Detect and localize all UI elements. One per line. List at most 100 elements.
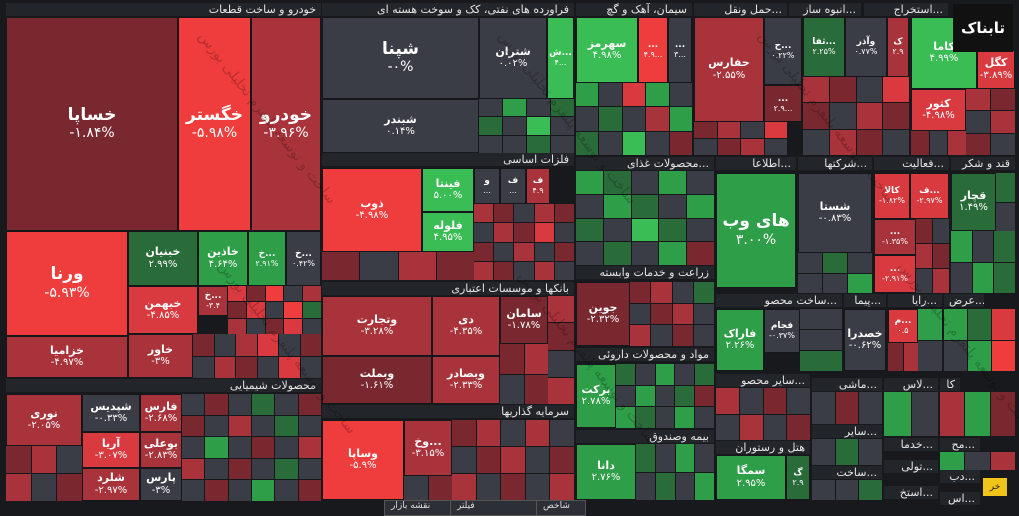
stock-vaazar[interactable]: وآذر ۰.۷۷%: [845, 17, 887, 77]
pharma-small-grid: [616, 364, 714, 428]
stock-barkat[interactable]: برکت ۲.۷۸%: [576, 364, 616, 428]
stock-jovain[interactable]: جوین -۲.۳۲%: [576, 282, 630, 346]
stock-activ-2[interactable]: ... -۱.۳۵%: [874, 219, 916, 255]
stock-shasta[interactable]: شستا -۰.۸۳%: [798, 173, 872, 253]
sugar-small-grid: [996, 173, 1015, 231]
sector-header-mashi: ماشی...: [812, 378, 882, 391]
stock-aria[interactable]: آریا -۳.۰۷%: [82, 432, 140, 468]
stock-vorna[interactable]: ورنا -۵.۹۳%: [6, 231, 128, 336]
stock-k[interactable]: ک ۲.۹: [887, 17, 909, 77]
mo-small-grid: [940, 452, 1015, 470]
activ-small-grid: [916, 219, 949, 293]
stock-semga[interactable]: سمگا ۲.۹۵%: [716, 455, 786, 500]
sector-header-cement: سیمان، آهک و گچ: [576, 3, 692, 16]
stock-folulah[interactable]: فلوله ۴.۹۵%: [422, 212, 474, 252]
stock-di[interactable]: دی -۴.۳۵%: [432, 296, 500, 356]
stock-khavar[interactable]: خاور -۳%: [128, 334, 193, 378]
stock-sh[interactable]: ش... ۴...: [547, 17, 574, 99]
sector-header-transport: حمل ونقل...: [694, 3, 787, 16]
tab-index[interactable]: شاخص: [536, 500, 586, 516]
chem-small-grid: [6, 446, 82, 501]
sakht-small-grid: [812, 480, 882, 500]
stock-bouali[interactable]: بوعلی -۲.۸۳%: [140, 432, 182, 468]
stock-khmehn[interactable]: خبهمن -۴.۸۵%: [128, 286, 198, 334]
stock-khsapa[interactable]: خساپا -۱.۸۴%: [6, 17, 178, 231]
stock-nouri[interactable]: نوری -۲.۰۵%: [6, 394, 82, 446]
sector-header-extract: استخراج...: [864, 3, 948, 16]
yellow-info-icon[interactable]: خر: [983, 478, 1007, 496]
stock-metal-f1[interactable]: ف...: [500, 168, 526, 204]
stock-m-rayan[interactable]: م... ۰.۵: [888, 309, 918, 343]
sector-header-pipe: پیما...: [844, 294, 886, 307]
stock-katur[interactable]: کتور -۴.۹۸%: [911, 89, 966, 131]
holding-small-grid: [798, 253, 872, 293]
stock-khzamia[interactable]: خزامیا -۴.۹۷%: [6, 336, 128, 378]
stock-faraak[interactable]: فاراک ۲.۲۶%: [716, 309, 764, 371]
stock-hafars[interactable]: حفارس -۲.۵۵%: [694, 17, 764, 122]
sector-header-arz: عرض...: [944, 294, 984, 307]
agri-small-grid: [630, 282, 714, 346]
stock-metal-v[interactable]: و...: [474, 168, 500, 204]
stock-pars[interactable]: پارس -۳%: [140, 468, 182, 501]
sector-header-sayer: سایر...: [812, 425, 882, 438]
stock-vasapa[interactable]: وساپا -۵.۹%: [322, 420, 404, 500]
tab-filter[interactable]: فیلتر: [450, 500, 540, 516]
stock-kh-3[interactable]: خ... -۳.۴: [198, 286, 228, 316]
stock-sahrmz[interactable]: سهرمز ۴.۹۸%: [576, 17, 638, 83]
stock-fajam[interactable]: فجام -۰.۳۷%: [764, 309, 800, 353]
stock-zob[interactable]: ذوب -۴.۹۸%: [322, 168, 422, 252]
stock-khodro[interactable]: خودرو -۳.۹۶%: [251, 17, 321, 231]
sector-header-sugar: قند و شکر: [951, 157, 1015, 170]
stock-kala[interactable]: کالا -۱.۸۲%: [874, 173, 910, 219]
sector-header-activ: فعالیت...: [874, 157, 949, 170]
auto-small-grid: [228, 286, 321, 334]
invest-small-grid: [452, 420, 574, 500]
stock-finta[interactable]: فینتا ۵.۰۰%: [422, 168, 474, 212]
stock-saman[interactable]: سامان -۱.۷۸%: [500, 296, 548, 344]
stock-fars[interactable]: فارس -۲.۶۸%: [140, 394, 182, 432]
stock-vtejarat[interactable]: وتجارت -۳.۲۸%: [322, 296, 432, 356]
stock-h-transport[interactable]: ح... ۰.۲۲%: [764, 17, 802, 85]
stock-khzagin[interactable]: خاذین ۴.۶۴%: [198, 231, 248, 286]
stock-dana[interactable]: دانا ۲.۷۶%: [576, 444, 636, 500]
stock-khbinyan[interactable]: خبنیان ۲.۹۹%: [128, 231, 198, 286]
stock-kh-1[interactable]: خ... ۲.۹۱%: [248, 231, 286, 286]
stock-cement-3[interactable]: ... ۳...: [668, 17, 692, 83]
stock-transport-3[interactable]: ... ۲.۹...: [764, 85, 802, 122]
sector-header-ka: کا: [940, 378, 960, 391]
stock-kh-2[interactable]: خ... ۰.۴۲%: [286, 231, 321, 286]
sector-header-metal: فلزات اساسی: [322, 153, 574, 166]
stock-khgostar[interactable]: خگستر -۵.۹۸%: [178, 17, 251, 231]
stock-khsdra[interactable]: خصدرا -۰.۶۲%: [844, 309, 886, 371]
stock-kagol[interactable]: کگل -۳.۸۹%: [977, 50, 1015, 89]
extract-small-grid-2: [911, 131, 966, 155]
sector-header-estekh: استخ...: [884, 486, 938, 499]
stock-vkh[interactable]: وخ... -۳.۱۵%: [404, 420, 452, 476]
arz-small-grid: [944, 309, 1015, 371]
stock-haweb[interactable]: های وب ۳.۰۰%: [716, 173, 796, 288]
sector-header-invest: سرمایه گذاریها: [322, 405, 574, 418]
sector-header-build: ساخت محصو...: [716, 294, 842, 307]
stock-vbsadr[interactable]: وبصادر -۲.۳۳%: [432, 356, 500, 404]
sector-header-other: سایر محصو...: [716, 374, 810, 387]
stock-shbandar[interactable]: شبندر ۰.۱۴%: [322, 99, 479, 153]
sector-header-khadamat: خدما...: [884, 438, 938, 451]
stock-shepna[interactable]: شپنا -۰%: [322, 17, 479, 99]
stock-activ-3[interactable]: ... -۲.۹۱%: [874, 255, 916, 293]
stock-metal-f2[interactable]: ف ۴.۹: [526, 168, 550, 204]
ka-small-grid: [940, 392, 1015, 436]
stock-f-activ[interactable]: ف... -۲.۹۷%: [910, 173, 949, 219]
stock-sofa[interactable]: ثفا... ۲.۲۵%: [803, 17, 845, 77]
stock-ghachar[interactable]: قچار ۱.۴۹%: [951, 173, 996, 231]
tab-map[interactable]: نقشه بازار: [384, 500, 454, 516]
stock-shpadis[interactable]: شپدیس -۰.۳۳%: [82, 394, 140, 432]
stock-g[interactable]: گ ۲.۹: [786, 455, 810, 500]
food-small-grid: [576, 171, 714, 265]
stock-cement-2[interactable]: ... ۴.۹...: [638, 17, 668, 83]
sector-header-las: لاس...: [884, 378, 938, 391]
bank-small-grid: [548, 296, 574, 404]
stock-shatran[interactable]: شتران ۰.۰۲%: [479, 17, 547, 99]
invest-small-grid-2: [404, 476, 452, 500]
stock-vbmelat[interactable]: وبملت -۱.۶۱%: [322, 356, 432, 404]
stock-shlard[interactable]: شلرد -۲.۹۷%: [82, 468, 140, 501]
